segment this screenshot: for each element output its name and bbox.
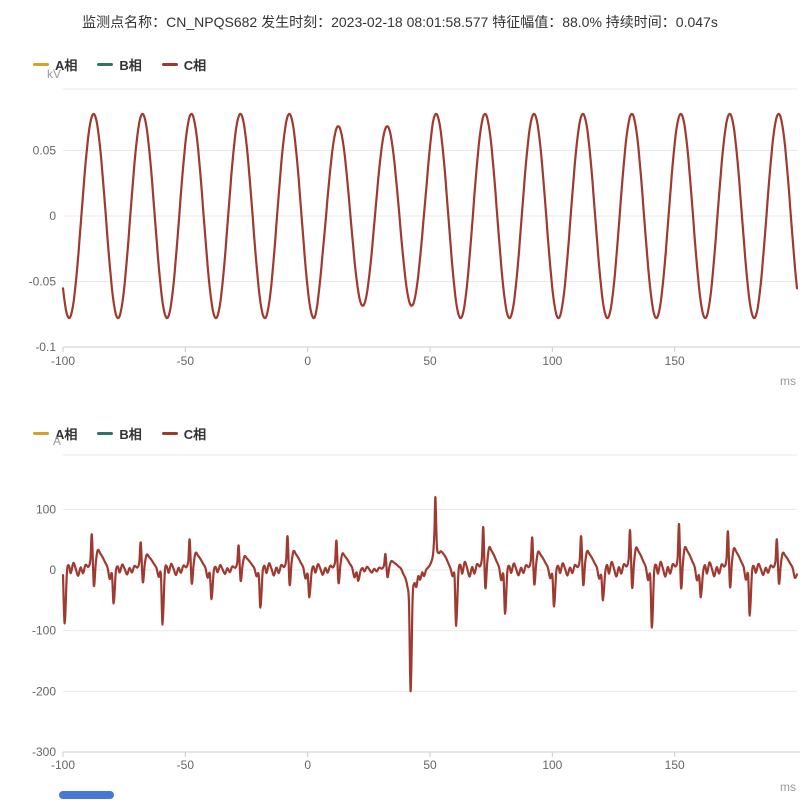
voltage-xaxis-tick-label: 150 — [665, 354, 685, 368]
legend-item-phase-a[interactable]: A相 — [33, 55, 77, 74]
current-yaxis-tick-label: 0 — [49, 563, 56, 577]
voltage-xaxis-tick-label: -50 — [177, 354, 195, 368]
voltage-xaxis-tick-label: -100 — [51, 354, 75, 368]
phase-b-line-swatch-icon — [97, 63, 114, 66]
legend-label-phase-c: C相 — [183, 427, 207, 442]
legend-label-phase-b: B相 — [119, 58, 142, 73]
voltage-xaxis-tick-label: 100 — [542, 354, 562, 368]
current-xaxis-tick-label: -100 — [51, 758, 75, 772]
current-xaxis-tick-label: 100 — [542, 758, 562, 772]
current-xaxis-tick-label: -50 — [177, 758, 195, 772]
legend-label-phase-c: C相 — [183, 58, 207, 73]
current-xaxis-tick-label: 50 — [423, 758, 437, 772]
phase-a-line-swatch-icon — [33, 432, 49, 435]
current-waveform-phase-c[interactable] — [61, 496, 799, 693]
voltage-xaxis-tick-label: 0 — [304, 354, 311, 368]
current-yaxis-unit: A — [53, 434, 62, 448]
phase-c-line-swatch-icon — [161, 63, 178, 66]
horizontal-scrollbar-thumb[interactable] — [59, 791, 114, 799]
voltage-yaxis-unit: kV — [47, 67, 62, 81]
voltage-xaxis-unit: ms — [780, 374, 796, 388]
current-xaxis-tick-label: 150 — [665, 758, 685, 772]
legend-item-phase-a[interactable]: A相 — [33, 424, 77, 443]
voltage-yaxis-tick-label: 0 — [49, 209, 56, 223]
voltage-yaxis-tick-label: -0.1 — [35, 340, 56, 354]
phase-b-line-swatch-icon — [97, 432, 114, 435]
voltage-xaxis-tick-label: 50 — [423, 354, 437, 368]
legend-label-phase-a: A相 — [55, 427, 78, 442]
current-yaxis-tick-label: -300 — [32, 745, 56, 759]
legend-label-phase-a: A相 — [55, 58, 78, 73]
voltage-yaxis-tick-label: 0.05 — [33, 144, 57, 158]
phase-c-line-swatch-icon — [161, 432, 178, 435]
legend-label-phase-b: B相 — [119, 427, 142, 442]
current-yaxis-tick-label: 100 — [36, 502, 56, 516]
current-xaxis-tick-label: 0 — [304, 758, 311, 772]
current-yaxis-tick-label: -200 — [32, 684, 56, 698]
current-yaxis-tick-label: -100 — [32, 624, 56, 638]
page-title: 监测点名称：CN_NPQS682 发生时刻：2023-02-18 08:01:5… — [82, 14, 718, 30]
voltage-waveform-phase-c[interactable] — [61, 112, 799, 320]
voltage-chart-legend: A相 B相 C相 — [33, 55, 206, 74]
legend-item-phase-b[interactable]: B相 — [97, 424, 142, 443]
phase-a-line-swatch-icon — [33, 63, 49, 66]
current-xaxis-unit: ms — [780, 780, 796, 794]
current-chart-legend: A相 B相 C相 — [33, 424, 206, 443]
legend-item-phase-b[interactable]: B相 — [97, 55, 142, 74]
legend-item-phase-c[interactable]: C相 — [161, 55, 207, 74]
voltage-yaxis-tick-label: -0.05 — [29, 275, 57, 289]
legend-item-phase-c[interactable]: C相 — [161, 424, 207, 443]
